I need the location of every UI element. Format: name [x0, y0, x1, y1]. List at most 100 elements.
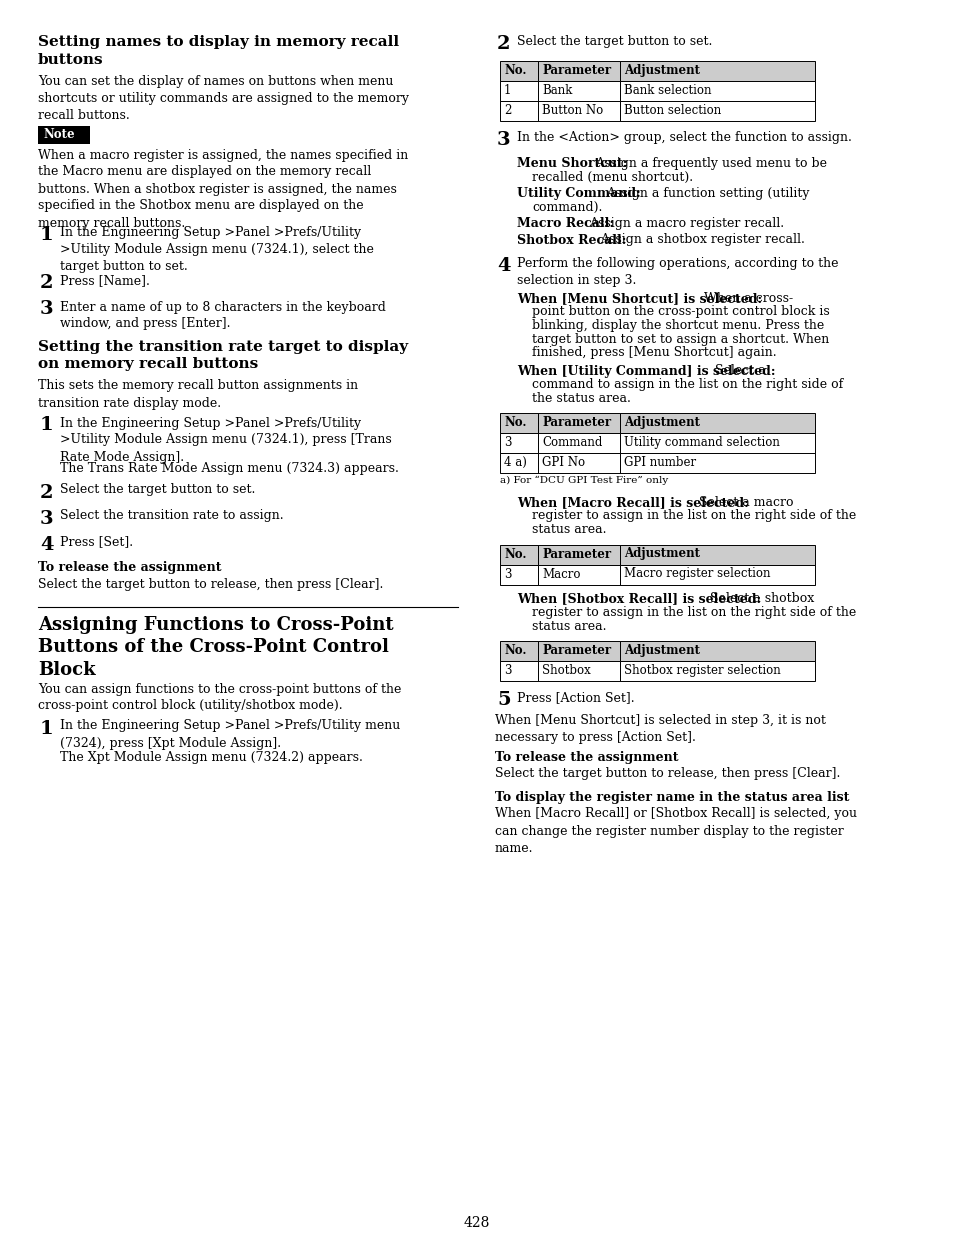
Text: Perform the following operations, according to the
selection in step 3.: Perform the following operations, accord…: [517, 258, 838, 287]
Bar: [499, 545, 537, 565]
Bar: [619, 413, 814, 433]
Text: When [Utility Command] is selected:: When [Utility Command] is selected:: [517, 364, 775, 377]
Bar: [38, 126, 90, 143]
Text: recalled (menu shortcut).: recalled (menu shortcut).: [532, 170, 693, 184]
Text: Assign a shotbox register recall.: Assign a shotbox register recall.: [599, 234, 804, 246]
Text: Assigning Functions to Cross-Point
Buttons of the Cross-Point Control
Block: Assigning Functions to Cross-Point Butto…: [38, 616, 394, 679]
Text: To release the assignment: To release the assignment: [38, 561, 221, 575]
Text: You can set the display of names on buttons when menu
shortcuts or utility comma: You can set the display of names on butt…: [38, 75, 409, 122]
Text: Press [Action Set].: Press [Action Set].: [517, 690, 634, 704]
Text: status area.: status area.: [532, 522, 606, 536]
Text: GPI No: GPI No: [541, 457, 584, 469]
Text: 3: 3: [503, 435, 511, 449]
Text: Select the transition rate to assign.: Select the transition rate to assign.: [60, 510, 283, 522]
Text: Command: Command: [541, 435, 601, 449]
Text: 2: 2: [40, 275, 53, 292]
Text: Press [Set].: Press [Set].: [60, 535, 133, 549]
Text: To display the register name in the status area list: To display the register name in the stat…: [495, 791, 848, 804]
Text: No.: No.: [503, 547, 526, 561]
Bar: [619, 565, 814, 585]
Text: Parameter: Parameter: [541, 63, 611, 77]
Text: Utility command selection: Utility command selection: [623, 435, 779, 449]
Text: Select the target button to release, then press [Clear].: Select the target button to release, the…: [38, 578, 383, 591]
Text: Parameter: Parameter: [541, 644, 611, 657]
Text: Setting the transition rate target to display
on memory recall buttons: Setting the transition rate target to di…: [38, 340, 408, 372]
Text: 428: 428: [463, 1215, 490, 1230]
Text: 3: 3: [40, 301, 53, 318]
Text: To release the assignment: To release the assignment: [495, 751, 678, 764]
Text: Select a: Select a: [711, 364, 765, 377]
Text: No.: No.: [503, 415, 526, 429]
Text: This sets the memory recall button assignments in
transition rate display mode.: This sets the memory recall button assig…: [38, 379, 357, 409]
Text: Macro Recall:: Macro Recall:: [517, 216, 614, 230]
Text: 3: 3: [503, 567, 511, 581]
Text: No.: No.: [503, 63, 526, 77]
Bar: [499, 433, 537, 453]
Text: In the Engineering Setup >Panel >Prefs/Utility menu
(7324), press [Xpt Module As: In the Engineering Setup >Panel >Prefs/U…: [60, 719, 400, 749]
Text: Assign a function setting (utility: Assign a function setting (utility: [605, 187, 808, 200]
Bar: [537, 641, 619, 661]
Text: a) For “DCU GPI Test Fire” only: a) For “DCU GPI Test Fire” only: [499, 476, 667, 485]
Text: Macro register selection: Macro register selection: [623, 567, 770, 581]
Text: When a cross-: When a cross-: [700, 292, 793, 305]
Bar: [499, 101, 537, 121]
Text: command).: command).: [532, 200, 601, 214]
Text: Utility Command:: Utility Command:: [517, 187, 640, 200]
Text: 2: 2: [497, 35, 510, 53]
Text: When a macro register is assigned, the names specified in
the Macro menu are dis: When a macro register is assigned, the n…: [38, 148, 408, 229]
Text: In the Engineering Setup >Panel >Prefs/Utility
>Utility Module Assign menu (7324: In the Engineering Setup >Panel >Prefs/U…: [60, 417, 392, 464]
Text: Assign a macro register recall.: Assign a macro register recall.: [589, 216, 783, 230]
Bar: [499, 565, 537, 585]
Text: point button on the cross-point control block is: point button on the cross-point control …: [532, 306, 829, 318]
Bar: [499, 81, 537, 101]
Text: No.: No.: [503, 644, 526, 657]
Bar: [619, 81, 814, 101]
Bar: [537, 433, 619, 453]
Bar: [499, 61, 537, 81]
Bar: [537, 101, 619, 121]
Text: 1: 1: [40, 719, 53, 738]
Text: GPI number: GPI number: [623, 457, 696, 469]
Text: Parameter: Parameter: [541, 547, 611, 561]
Text: 5: 5: [497, 690, 510, 709]
Text: Adjustment: Adjustment: [623, 63, 700, 77]
Text: 4: 4: [497, 258, 510, 275]
Text: Enter a name of up to 8 characters in the keyboard
window, and press [Enter].: Enter a name of up to 8 characters in th…: [60, 301, 385, 331]
Text: In the Engineering Setup >Panel >Prefs/Utility
>Utility Module Assign menu (7324: In the Engineering Setup >Panel >Prefs/U…: [60, 226, 374, 272]
Bar: [537, 81, 619, 101]
Text: Shotbox: Shotbox: [541, 664, 590, 677]
Text: Press [Name].: Press [Name].: [60, 275, 150, 287]
Bar: [499, 453, 537, 473]
Text: When [Menu Shortcut] is selected:: When [Menu Shortcut] is selected:: [517, 292, 761, 305]
Text: Select the target button to set.: Select the target button to set.: [517, 35, 712, 49]
Text: Shotbox register selection: Shotbox register selection: [623, 664, 780, 677]
Bar: [537, 61, 619, 81]
Bar: [619, 61, 814, 81]
Bar: [619, 545, 814, 565]
Text: 4 a): 4 a): [503, 457, 526, 469]
Bar: [619, 453, 814, 473]
Text: You can assign functions to the cross-point buttons of the
cross-point control b: You can assign functions to the cross-po…: [38, 683, 401, 713]
Text: Macro: Macro: [541, 567, 579, 581]
Text: 3: 3: [40, 510, 53, 527]
Bar: [619, 641, 814, 661]
Text: Menu Shortcut:: Menu Shortcut:: [517, 157, 627, 170]
Text: Select a shotbox: Select a shotbox: [705, 592, 813, 606]
Text: 4: 4: [40, 535, 53, 554]
Text: The Xpt Module Assign menu (7324.2) appears.: The Xpt Module Assign menu (7324.2) appe…: [60, 751, 362, 765]
Text: Select the target button to set.: Select the target button to set.: [60, 484, 255, 496]
Text: Shotbox Recall:: Shotbox Recall:: [517, 234, 626, 246]
Text: Assign a frequently used menu to be: Assign a frequently used menu to be: [594, 157, 826, 170]
Text: Adjustment: Adjustment: [623, 547, 700, 561]
Text: 1: 1: [40, 226, 53, 244]
Text: finished, press [Menu Shortcut] again.: finished, press [Menu Shortcut] again.: [532, 346, 776, 360]
Text: Select a macro: Select a macro: [694, 496, 792, 509]
Text: the status area.: the status area.: [532, 392, 630, 404]
Bar: [499, 413, 537, 433]
Bar: [619, 101, 814, 121]
Text: Note: Note: [43, 127, 74, 141]
Bar: [619, 433, 814, 453]
Text: When [Menu Shortcut] is selected in step 3, it is not
necessary to press [Action: When [Menu Shortcut] is selected in step…: [495, 714, 825, 744]
Text: Adjustment: Adjustment: [623, 415, 700, 429]
Bar: [537, 661, 619, 680]
